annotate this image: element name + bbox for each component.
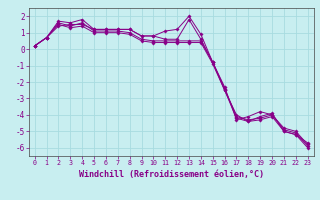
- X-axis label: Windchill (Refroidissement éolien,°C): Windchill (Refroidissement éolien,°C): [79, 170, 264, 179]
